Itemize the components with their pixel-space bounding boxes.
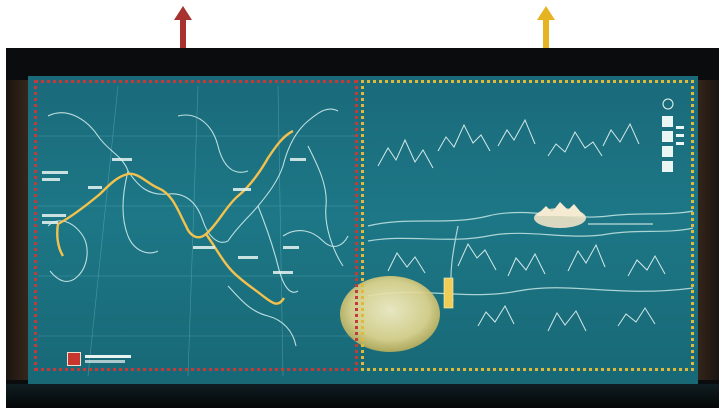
frame-bottom-reflection (6, 384, 719, 408)
logo-seal (67, 352, 81, 366)
temple-illustration (534, 202, 653, 228)
glowing-oval-overlay (340, 276, 440, 352)
vertical-title-glyphs (662, 98, 684, 172)
coastlines (47, 108, 349, 347)
voyage-route (56, 129, 294, 305)
map-grid (38, 85, 358, 377)
place-markers (42, 158, 306, 274)
mountain-drawings (377, 118, 666, 332)
right-panel-highlight (361, 80, 694, 371)
map-artwork (38, 85, 694, 377)
left-panel-highlight (34, 80, 358, 371)
logo-wordmark (85, 355, 131, 363)
yellow-label-tag (443, 277, 454, 309)
museum-logo-icon (67, 352, 131, 366)
frame-left-edge (6, 80, 32, 380)
